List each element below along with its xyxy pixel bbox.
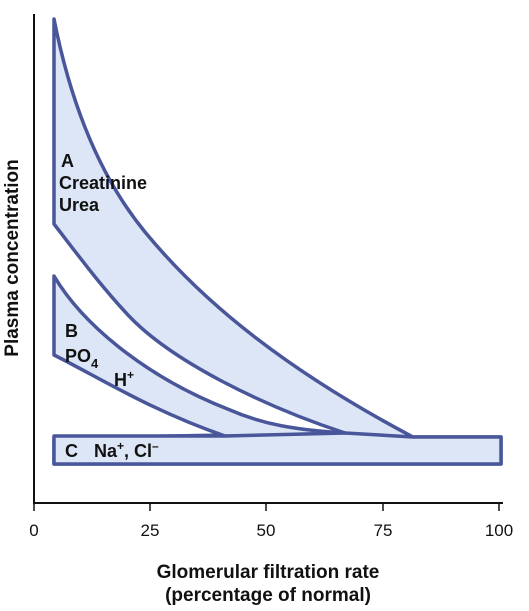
x-tick-label-50: 50 (257, 521, 276, 540)
band-a-creatinine-urea (52, 17, 503, 466)
band-c-sodium-superscript: + (117, 439, 124, 453)
x-axis-title-line2: (percentage of normal) (165, 585, 371, 606)
x-tick-label-25: 25 (141, 521, 160, 540)
band-b-letter: B (65, 321, 78, 341)
band-b-phosphate: PO4 (65, 346, 99, 371)
band-c-letter: C (65, 441, 78, 461)
band-b-hydrogen: H+ (114, 368, 134, 390)
x-axis-title-line1: Glomerular filtration rate (157, 562, 380, 583)
band-c-separator: , (124, 441, 134, 461)
band-b-phosphate-base: PO (65, 346, 91, 366)
band-b-hydrogen-superscript: + (127, 368, 134, 382)
band-b-hydrogen-base: H (114, 370, 127, 390)
x-tick-label-0: 0 (29, 521, 38, 540)
x-tick-label-100: 100 (485, 521, 513, 540)
band-a-creatinine: Creatinine (59, 173, 147, 193)
band-a-letter: A (61, 151, 74, 171)
band-b-phosphate-subscript: 4 (91, 356, 99, 371)
x-tick-label-75: 75 (374, 521, 393, 540)
band-a-urea: Urea (59, 195, 100, 215)
band-c-sodium-base: Na (94, 441, 118, 461)
y-axis-title: Plasma concentration (2, 159, 23, 356)
band-c-sodium-chloride-label: Na+, Cl– (94, 439, 159, 461)
band-c-chloride-superscript: – (152, 439, 159, 453)
band-c-chloride-base: Cl (134, 441, 152, 461)
band-c-sodium-chloride (52, 431, 503, 466)
